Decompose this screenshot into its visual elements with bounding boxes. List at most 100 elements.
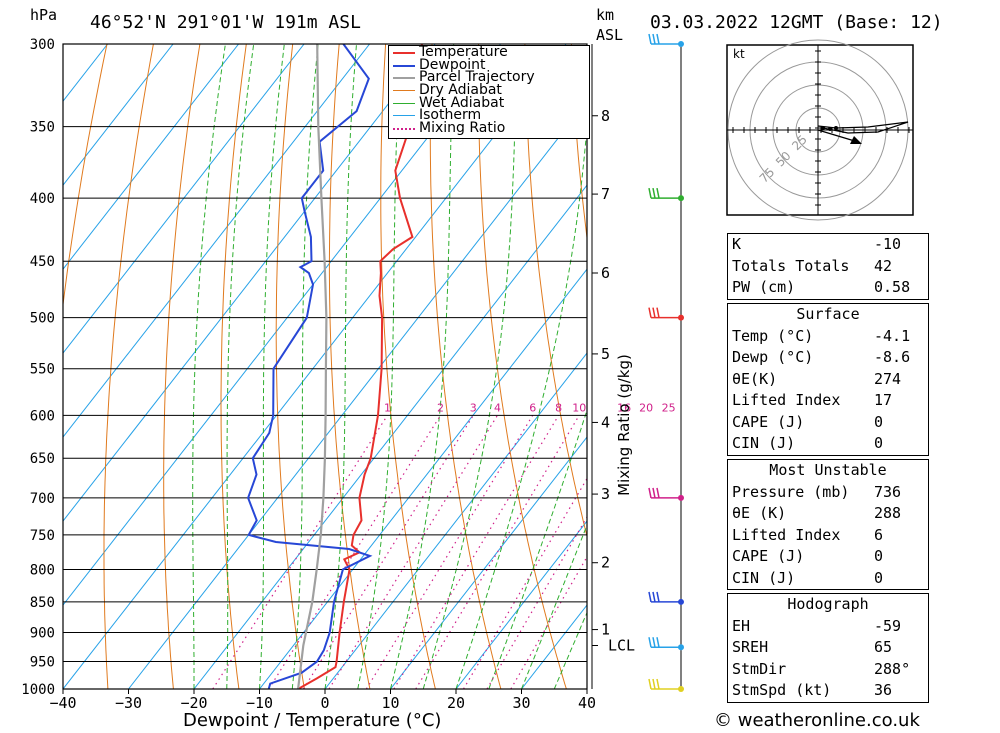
surface-row: Lifted Index 17 — [728, 390, 928, 412]
pressure-tick-label: 650 — [30, 451, 55, 467]
km-unit-label: km — [596, 6, 615, 24]
index-row-totals: Totals Totals 42 — [728, 256, 928, 278]
most-unstable-title: Most Unstable — [769, 461, 887, 479]
pressure-tick-label: 550 — [30, 362, 55, 378]
wind-barb-feather — [656, 307, 660, 318]
mixing-ratio-label: 16 — [617, 401, 631, 414]
height-tick-label: 3 — [601, 485, 610, 503]
wind-profile — [648, 33, 684, 692]
dry-adiabat-line — [275, 44, 305, 689]
mixing-ratio-axis-title: Mixing Ratio (g/kg) — [615, 354, 633, 496]
wind-barb-feather — [652, 637, 656, 648]
index-value: -4.1 — [874, 326, 911, 345]
hodograph-indices-box: Hodograph EH -59 SREH 65 StmDir 288° StmSpd… — [727, 593, 929, 703]
index-label: CIN (J) — [732, 568, 796, 587]
index-label: StmSpd (kt) — [732, 681, 832, 699]
mixing-ratio-line — [393, 415, 560, 689]
isotherm-line — [128, 100, 587, 689]
hodograph-row: EH -59 — [728, 616, 928, 638]
index-value: 0 — [874, 568, 884, 587]
sounding-series — [247, 44, 423, 689]
wet-adiabat-line — [357, 44, 402, 689]
mixing-ratio-label: 20 — [639, 401, 653, 414]
wind-barb-feather — [648, 187, 652, 199]
wind-barb-feather — [648, 307, 652, 318]
temperature-line — [297, 44, 423, 689]
index-value: 0 — [874, 434, 884, 452]
index-value: 65 — [874, 638, 893, 656]
wind-barb-feather — [652, 678, 656, 690]
pressure-tick-label: 850 — [30, 595, 55, 611]
index-value: 736 — [874, 482, 902, 501]
mixing-ratio-line — [365, 415, 534, 689]
index-label: CAPE (J) — [732, 412, 805, 431]
x-tick-label: 20 — [447, 694, 465, 712]
index-label: PW (cm) — [732, 278, 796, 296]
index-value: 42 — [874, 256, 893, 275]
wind-barb-feather — [656, 678, 660, 690]
legend-swatch — [393, 52, 415, 54]
mixing-ratio-label: 2 — [437, 401, 444, 414]
mixing-ratio-line — [268, 415, 442, 689]
legend-swatch — [393, 102, 415, 104]
dry-adiabat-line — [943, 44, 1000, 689]
credit-link[interactable]: © weatheronline.co.uk — [714, 710, 920, 731]
surface-title: Surface — [796, 305, 860, 323]
most-unstable-row: CIN (J) 0 — [728, 568, 928, 590]
height-tick-label: 7 — [601, 185, 610, 203]
wet-adiabat-line — [324, 44, 357, 689]
index-label: Lifted Index — [732, 391, 841, 409]
legend-item-dry-adiabat: Dry Adiabat — [389, 83, 589, 97]
height-tick-label: 4 — [601, 413, 610, 431]
wind-barb-feather — [648, 637, 652, 648]
x-axis-title: Dewpoint / Temperature (°C) — [183, 710, 442, 731]
legend-label: Isotherm — [419, 107, 482, 124]
index-label: K — [732, 235, 742, 253]
index-label: θE(K) — [732, 369, 778, 388]
indices-top-box: K -10 Totals Totals 42 PW (cm) 0.58 — [727, 233, 929, 300]
parcel-trajectory-line — [297, 44, 328, 689]
index-label: CIN (J) — [732, 434, 796, 452]
surface-row: Temp (°C) -4.1 — [728, 326, 928, 348]
legend-item-wet-adiabat: Wet Adiabat — [389, 94, 589, 111]
index-label: SREH — [732, 638, 769, 656]
index-row-pw: PW (cm) 0.58 — [728, 277, 928, 299]
index-row-k: K -10 — [728, 234, 928, 256]
dewpoint-line — [247, 44, 373, 689]
surface-row: Dewp (°C) -8.6 — [728, 347, 928, 369]
pressure-tick-label: 350 — [30, 120, 55, 136]
surface-row: CAPE (J) 0 — [728, 412, 928, 434]
pressure-tick-label: 300 — [30, 37, 55, 53]
legend-item-dewpoint: Dewpoint — [389, 58, 589, 72]
legend-item-parcel: Parcel Trajectory — [389, 70, 589, 84]
index-value: 274 — [874, 369, 902, 388]
index-value: 17 — [874, 391, 893, 409]
mixing-ratio-label: 8 — [555, 401, 562, 414]
index-label: CAPE (J) — [732, 547, 805, 565]
index-value: 36 — [874, 681, 893, 699]
wind-barb-feather — [656, 637, 660, 648]
legend-item-isotherm: Isotherm — [389, 107, 589, 124]
dry-adiabat-line — [477, 44, 567, 689]
index-label: Temp (°C) — [732, 326, 814, 345]
mixing-ratio-line — [328, 415, 498, 689]
height-tick-label: 1 — [601, 621, 610, 639]
pressure-tick-label: 500 — [30, 311, 55, 327]
wet-adiabat-line — [455, 118, 587, 689]
legend-label: Mixing Ratio — [419, 120, 506, 137]
index-value: 6 — [874, 525, 884, 544]
isotherm-line — [63, 44, 436, 522]
wind-barb-feather — [652, 33, 656, 45]
legend-item-mixing-ratio: Mixing Ratio — [389, 120, 589, 137]
index-label: Dewp (°C) — [732, 348, 814, 366]
hpa-unit-label: hPa — [30, 6, 58, 24]
x-tick-label: −10 — [246, 694, 273, 712]
index-label: Pressure (mb) — [732, 482, 850, 501]
x-tick-label: 40 — [578, 694, 596, 712]
x-tick-label: −20 — [180, 694, 207, 712]
legend-label: Wet Adiabat — [419, 94, 505, 111]
surface-box: Surface Temp (°C) -4.1 Dewp (°C) -8.6 θE(K… — [727, 303, 929, 456]
most-unstable-row: Lifted Index 6 — [728, 525, 928, 547]
dry-adiabat-line — [570, 44, 587, 242]
